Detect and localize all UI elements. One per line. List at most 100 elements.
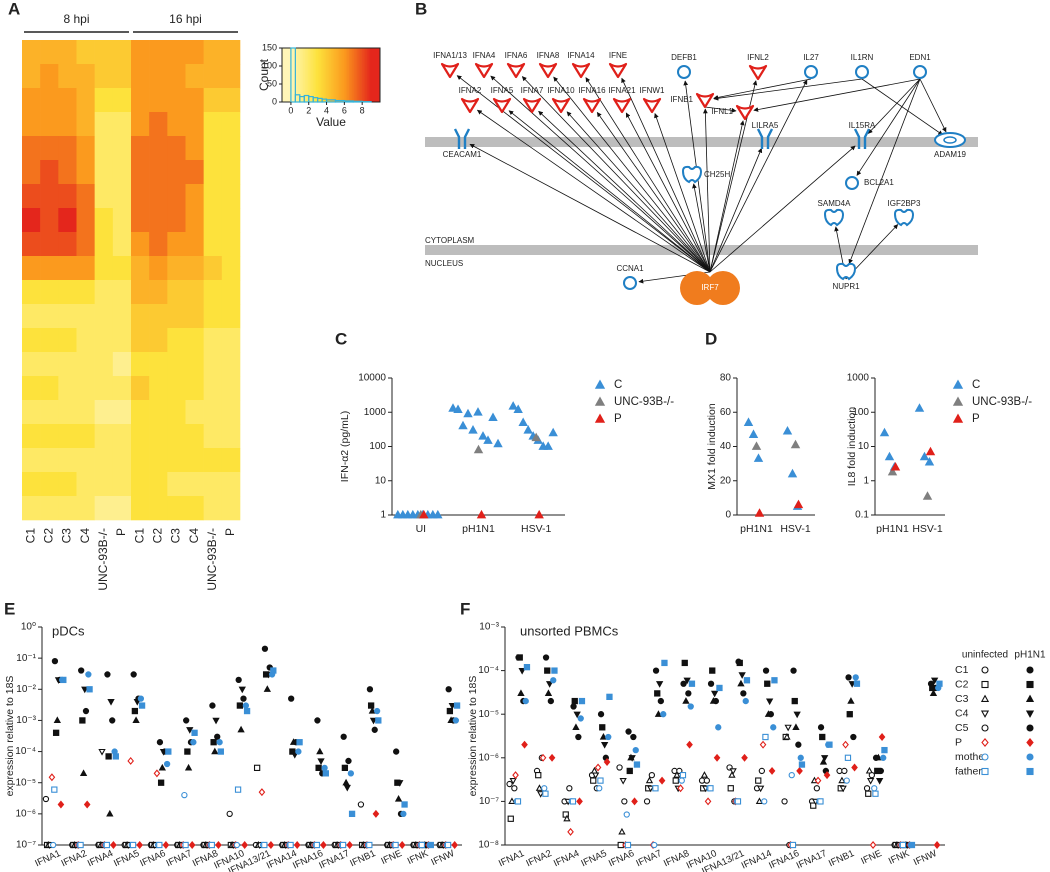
data-point bbox=[253, 764, 261, 772]
data-point bbox=[448, 403, 458, 412]
heatmap-cell bbox=[22, 472, 41, 497]
group-label: 8 hpi bbox=[63, 12, 89, 26]
data-point bbox=[782, 425, 793, 435]
node-label: IFNA4 bbox=[473, 51, 496, 60]
data-point bbox=[261, 645, 269, 652]
data-point bbox=[511, 785, 518, 792]
legend-label: father bbox=[955, 765, 982, 777]
node-label: IRF7 bbox=[701, 283, 719, 292]
data-point bbox=[681, 659, 688, 667]
y-tick-label: 100 bbox=[262, 60, 277, 70]
heatmap-cell bbox=[167, 40, 186, 65]
data-point bbox=[132, 716, 140, 724]
node-label: NUPR1 bbox=[832, 282, 860, 291]
heatmap-cell bbox=[94, 256, 114, 281]
data-point bbox=[877, 767, 884, 775]
data-point bbox=[899, 841, 907, 849]
y-tick-label: 60 bbox=[720, 407, 732, 418]
color-key-band bbox=[337, 48, 340, 102]
ligand-icon bbox=[538, 62, 558, 79]
heatmap-cell bbox=[40, 112, 59, 137]
heatmap-cell bbox=[185, 208, 204, 233]
heatmap-cell bbox=[76, 472, 95, 497]
heatmap-cell bbox=[58, 256, 77, 281]
data-point bbox=[52, 729, 60, 736]
data-point bbox=[819, 733, 826, 741]
color-key-band bbox=[332, 48, 335, 102]
data-point bbox=[929, 689, 938, 697]
color-key-band bbox=[309, 48, 312, 102]
heatmap-cell bbox=[167, 352, 186, 377]
heatmap-cell bbox=[203, 424, 223, 449]
heatmap-cell bbox=[203, 112, 223, 137]
heatmap-cell bbox=[76, 208, 95, 233]
heatmap-cell bbox=[22, 184, 41, 209]
data-point bbox=[106, 809, 114, 817]
heatmap-cell bbox=[22, 232, 41, 257]
heatmap-cell bbox=[76, 400, 95, 425]
heatmap-cell bbox=[112, 88, 132, 113]
data-point bbox=[686, 740, 693, 749]
data-point bbox=[660, 711, 667, 718]
heatmap-cell bbox=[22, 40, 41, 65]
data-point bbox=[98, 748, 106, 756]
data-point bbox=[933, 841, 941, 849]
data-point bbox=[367, 702, 375, 709]
data-point bbox=[368, 707, 376, 714]
data-point bbox=[473, 444, 484, 454]
color-key-band bbox=[283, 48, 286, 102]
data-point bbox=[789, 841, 797, 849]
data-point bbox=[813, 785, 820, 792]
heatmap-cell bbox=[94, 304, 114, 329]
data-point bbox=[401, 801, 408, 808]
data-point bbox=[823, 771, 831, 780]
color-key-band bbox=[370, 48, 373, 102]
y-tick-label: 10⁻⁸ bbox=[478, 840, 499, 851]
x-tick-label: 4 bbox=[324, 105, 329, 115]
data-point bbox=[184, 763, 193, 771]
heatmap-cell bbox=[149, 448, 168, 473]
legend-marker bbox=[594, 379, 606, 389]
data-point bbox=[188, 841, 196, 849]
legend-marker bbox=[1026, 767, 1034, 776]
data-point bbox=[270, 667, 277, 674]
data-point bbox=[394, 795, 403, 802]
data-point bbox=[643, 798, 651, 805]
data-point bbox=[157, 779, 165, 786]
data-point bbox=[104, 671, 111, 678]
data-point bbox=[548, 427, 558, 437]
color-key-band bbox=[344, 48, 347, 102]
data-point bbox=[267, 841, 275, 849]
data-point bbox=[621, 798, 628, 805]
heatmap-cell bbox=[76, 112, 95, 137]
data-point bbox=[184, 748, 191, 755]
color-key-band bbox=[365, 48, 368, 102]
heatmap-cell bbox=[221, 256, 241, 281]
data-point bbox=[648, 772, 655, 779]
heatmap-cell bbox=[167, 208, 186, 233]
data-point bbox=[518, 667, 526, 675]
node-label: IFNE bbox=[609, 51, 627, 60]
color-key-band bbox=[368, 48, 371, 102]
legend-label: C bbox=[972, 379, 980, 391]
heatmap-cell bbox=[94, 88, 114, 113]
protein-icon bbox=[913, 65, 927, 79]
edge bbox=[621, 77, 711, 273]
data-point bbox=[366, 841, 373, 849]
data-point bbox=[315, 764, 322, 772]
heatmap-cell bbox=[149, 328, 168, 353]
ligand-icon bbox=[695, 92, 715, 109]
legend-marker bbox=[1026, 738, 1034, 747]
legend-header: uninfected bbox=[962, 650, 1008, 661]
color-key-band bbox=[339, 48, 342, 102]
edge bbox=[709, 79, 808, 273]
edge bbox=[596, 111, 711, 273]
edge bbox=[848, 78, 921, 265]
heatmap-cell bbox=[203, 376, 223, 401]
data-point bbox=[451, 841, 458, 849]
color-key-band bbox=[316, 48, 319, 102]
data-point bbox=[628, 755, 636, 762]
heatmap-cell bbox=[22, 64, 41, 89]
data-point bbox=[156, 841, 163, 849]
data-point bbox=[130, 671, 137, 678]
